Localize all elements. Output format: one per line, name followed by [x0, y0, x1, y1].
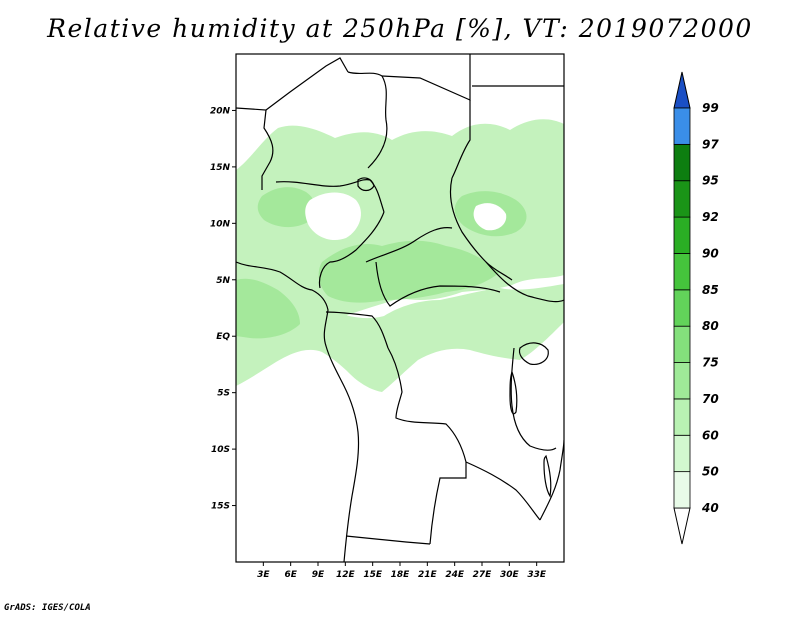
border-libya-chad — [451, 100, 471, 179]
border-algeria-mali — [265, 57, 349, 111]
grads-credit: GrADS: IGES/COLA — [4, 603, 91, 613]
lon-tick-label: 27E — [473, 570, 493, 580]
longitude-axis: 3E 6E 9E 12E 15E 18E 21E 24E 27E 30E 33E — [257, 562, 547, 580]
colorbar: 40 50 60 70 75 80 85 90 92 95 97 99 — [673, 71, 719, 545]
lake-victoria — [518, 342, 549, 365]
humidity-region-equatorial — [236, 267, 564, 392]
colorbar-level-label: 50 — [702, 465, 719, 479]
lat-tick-label: 5S — [217, 389, 230, 399]
colorbar-level-label: 70 — [702, 392, 719, 406]
colorbar-segment — [673, 253, 691, 291]
border-angola-south — [345, 535, 431, 545]
lat-tick-label: EQ — [216, 332, 230, 342]
lat-tick-label: 15S — [211, 502, 230, 512]
border-mozambique — [539, 439, 564, 521]
colorbar-level-label: 97 — [702, 137, 719, 151]
lon-tick-label: 9E — [312, 570, 325, 580]
colorbar-bottom-arrow — [673, 507, 691, 545]
humidity-region-darker-north — [257, 187, 316, 228]
coastline-west-africa — [236, 261, 360, 562]
lon-tick-label: 12E — [336, 570, 356, 580]
border-libya-niger — [381, 54, 471, 101]
colorbar-segment — [673, 107, 691, 145]
border-niger-nigeria — [275, 179, 385, 213]
border-sudan-south — [485, 261, 564, 303]
lon-tick-label: 30E — [500, 570, 520, 580]
colorbar-level-label: 75 — [702, 356, 719, 370]
border-car-north — [365, 227, 453, 263]
lat-tick-label: 5N — [216, 276, 230, 286]
colorbar-level-label: 85 — [702, 283, 719, 297]
colorbar-segment — [673, 180, 691, 218]
colorbar-segment — [673, 325, 691, 363]
humidity-region-darker-central — [318, 240, 500, 303]
colorbar-level-label: 60 — [702, 428, 719, 442]
lake-chad — [357, 177, 375, 192]
colorbar-level-label: 99 — [702, 101, 719, 115]
colorbar-segment — [673, 216, 691, 254]
map-borders — [236, 54, 564, 562]
colorbar-level-label: 92 — [702, 210, 719, 224]
border-chad-sudan — [449, 177, 513, 281]
lat-tick-label: 10N — [210, 219, 231, 229]
colorbar-top-arrow — [673, 71, 691, 109]
lon-tick-label: 18E — [391, 570, 411, 580]
border-cameroon-congo — [325, 311, 389, 349]
colorbar-segment — [673, 362, 691, 400]
border-mauritania-mali — [236, 107, 274, 190]
lat-tick-label: 20N — [210, 106, 231, 116]
border-algeria-niger — [347, 71, 388, 169]
border-nigeria-cameroon — [318, 211, 385, 289]
border-angola-zambia — [429, 462, 467, 545]
lon-tick-label: 6E — [284, 570, 297, 580]
latitude-axis: 20N 15N 10N 5N EQ 5S 10S 15S — [210, 106, 236, 512]
lat-tick-label: 15N — [210, 163, 231, 173]
border-zambia-east — [465, 461, 541, 521]
border-drc-west — [387, 347, 467, 463]
lon-tick-label: 33E — [527, 570, 547, 580]
colorbar-level-label: 90 — [702, 246, 719, 260]
colorbar-level-label: 80 — [702, 319, 719, 333]
humidity-gap-east — [473, 203, 507, 231]
colorbar-level-label: 40 — [701, 501, 719, 515]
lon-tick-label: 15E — [363, 570, 383, 580]
colorbar-level-label: 95 — [702, 174, 719, 188]
lon-tick-label: 21E — [418, 570, 438, 580]
colorbar-segment — [673, 471, 691, 509]
lake-tanganyika — [509, 370, 518, 415]
colorbar-segment — [673, 398, 691, 436]
lon-tick-label: 3E — [257, 570, 270, 580]
colorbar-segment — [673, 143, 691, 182]
colorbar-segment — [673, 289, 691, 327]
humidity-region-darker-gulf — [236, 278, 300, 339]
border-drc-east — [510, 347, 557, 451]
lake-malawi — [543, 454, 552, 498]
map-title: Relative humidity at 250hPa [%], VT: 201… — [47, 14, 753, 43]
colorbar-segment — [673, 434, 691, 473]
border-car-south — [375, 261, 501, 307]
humidity-shading — [236, 119, 564, 392]
lat-tick-label: 10S — [211, 445, 230, 455]
lon-tick-label: 24E — [445, 570, 465, 580]
humidity-gap-north — [305, 192, 361, 241]
